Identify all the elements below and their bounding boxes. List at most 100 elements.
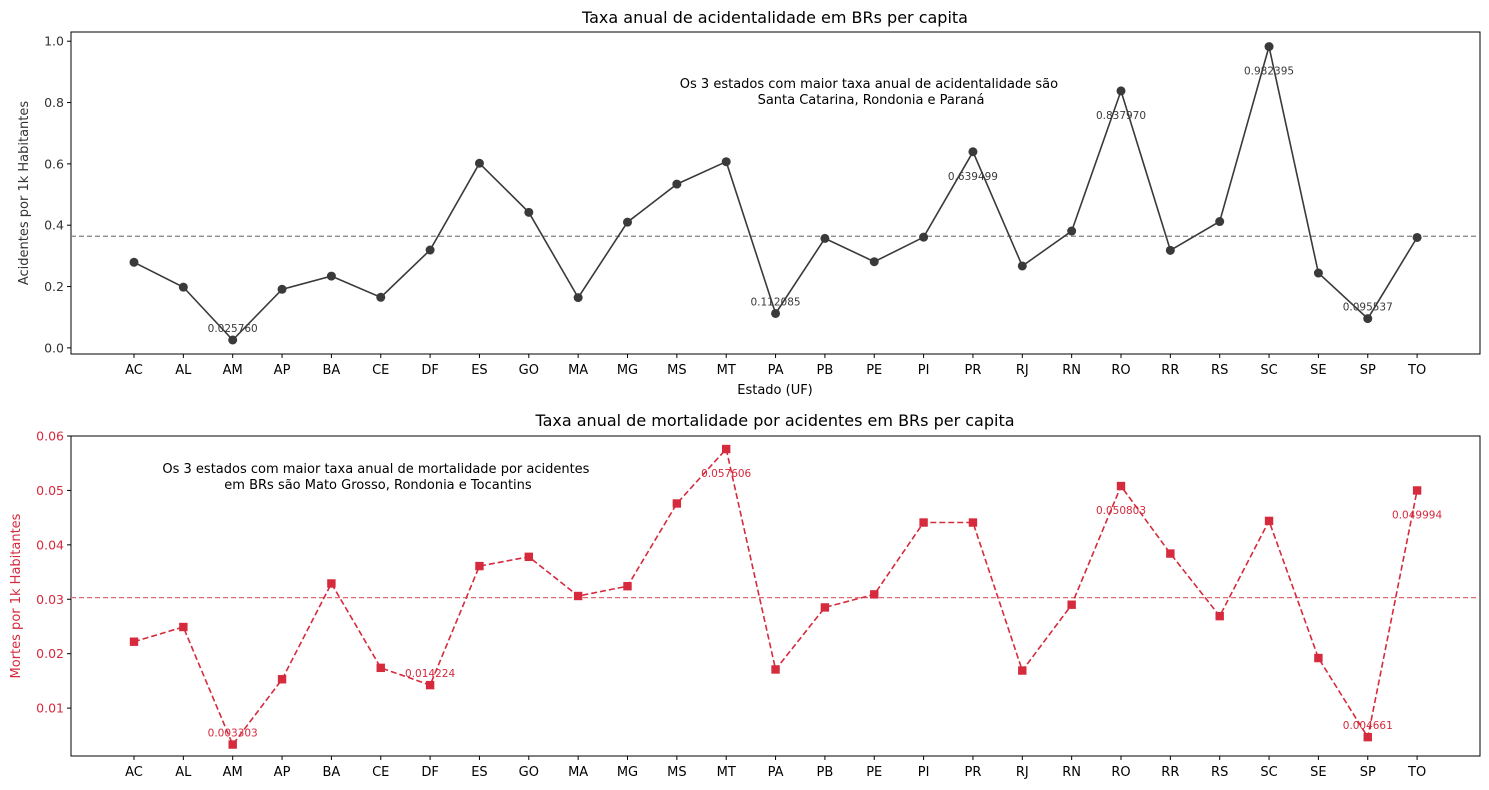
x-tick-label: PR [965, 765, 982, 780]
data-point [1264, 42, 1274, 52]
data-point [1067, 226, 1077, 236]
data-point [1018, 666, 1027, 675]
y-tick-label: 0.8 [44, 95, 64, 110]
y-axis: 0.0 0.2 0.4 0.6 0.8 1.0 [44, 34, 71, 355]
x-tick-label: MA [568, 363, 588, 378]
data-point [573, 293, 583, 303]
data-point [1363, 314, 1373, 324]
data-point [1116, 481, 1126, 491]
y-axis-label: Mortes por 1k Habitantes [9, 513, 24, 678]
y-tick-label: 1.0 [44, 34, 64, 49]
x-tick-label: TO [1407, 363, 1426, 378]
y-axis: 0.01 0.02 0.03 0.04 0.05 0.06 [36, 429, 71, 716]
data-point [475, 561, 484, 571]
series-line [133, 447, 1418, 747]
y-tick-label: 0.4 [44, 218, 64, 233]
x-tick-label: ES [471, 765, 487, 780]
x-tick-label: AP [274, 765, 291, 780]
point-label: 0.057606 [701, 468, 751, 480]
x-tick-label: AC [125, 363, 143, 378]
x-tick-label: RS [1211, 363, 1228, 378]
data-point [524, 207, 534, 217]
data-point [425, 680, 435, 690]
y-tick-label: 0.05 [36, 483, 64, 498]
data-point [376, 292, 386, 302]
x-tick-label: PI [918, 363, 930, 378]
data-point [376, 663, 385, 673]
point-label: 0.982395 [1244, 66, 1294, 78]
data-point [178, 282, 188, 292]
x-tick-label: RN [1062, 765, 1081, 780]
x-tick-label: SE [1310, 363, 1326, 378]
annotation-line-2: em BRs são Mato Grosso, Rondonia e Tocan… [224, 478, 532, 493]
y-tick-label: 0.2 [44, 279, 64, 294]
annotation: Os 3 estados com maior taxa anual de mor… [162, 462, 593, 493]
x-tick-label: PE [866, 363, 882, 378]
data-point [1017, 261, 1027, 271]
data-point [573, 591, 583, 601]
x-tick-label: DF [421, 363, 439, 378]
x-tick-label: MT [717, 363, 736, 378]
x-tick-label: AM [223, 363, 243, 378]
data-point [326, 271, 336, 281]
data-point [1166, 549, 1175, 558]
x-tick-label: PB [817, 765, 834, 780]
data-point [327, 579, 336, 588]
x-tick-label: TO [1407, 765, 1426, 780]
x-tick-label: RR [1161, 363, 1179, 378]
chart-title: Taxa anual de mortalidade por acidentes … [534, 411, 1014, 430]
data-point [228, 335, 238, 345]
x-tick-label: ES [471, 363, 487, 378]
series-markers [129, 42, 1422, 345]
data-point [1215, 611, 1224, 621]
data-point [721, 157, 731, 167]
x-axis-label: Estado (UF) [737, 383, 813, 398]
data-point [1116, 86, 1126, 96]
data-point [623, 217, 632, 227]
data-point [968, 147, 978, 157]
data-point [1314, 653, 1323, 663]
data-point [623, 582, 632, 591]
x-tick-label: PA [768, 765, 784, 780]
data-point [277, 675, 287, 684]
data-point [919, 518, 928, 527]
point-label: 0.095537 [1343, 302, 1393, 314]
x-tick-label: PE [866, 765, 882, 780]
data-point [1313, 268, 1323, 278]
data-point [870, 590, 879, 599]
point-labels: 0.025760 0.112085 0.095537 0.639499 0.837970… [208, 66, 1393, 335]
point-label: 0.837970 [1096, 110, 1146, 122]
x-tick-label: BA [322, 363, 340, 378]
y-tick-label: 0.04 [36, 537, 64, 552]
data-point [425, 245, 435, 255]
accident-rate-chart: Taxa anual de acidentalidade em BRs per … [17, 8, 1481, 398]
point-label: 0.112085 [750, 296, 800, 308]
x-tick-label: SP [1360, 363, 1376, 378]
data-point [771, 308, 781, 318]
x-tick-label: PR [965, 363, 982, 378]
x-tick-label: PI [918, 765, 930, 780]
data-point [228, 740, 237, 749]
mortality-rate-chart: Taxa anual de mortalidade por acidentes … [9, 411, 1481, 780]
x-tick-label: AL [175, 363, 192, 378]
series-markers [129, 444, 1422, 749]
data-point [820, 603, 830, 612]
x-axis: AC AL AM AP BA CE DF ES GO MA MG MS MT PA PB PE PI PR RJ RN… [125, 756, 1426, 780]
data-point [1067, 600, 1076, 609]
data-point [968, 518, 978, 527]
data-point [1363, 732, 1372, 742]
data-point [820, 233, 830, 243]
point-label: 0.050803 [1096, 505, 1146, 517]
x-tick-label: AM [223, 765, 243, 780]
x-tick-label: CE [372, 363, 389, 378]
data-point [1165, 245, 1175, 255]
x-tick-label: MS [667, 363, 686, 378]
x-tick-label: AP [274, 363, 291, 378]
data-point [524, 552, 533, 562]
data-point [1264, 516, 1274, 526]
data-point [179, 622, 188, 632]
x-tick-label: PA [768, 363, 784, 378]
point-labels: 0.003303 0.014224 0.004661 0.057606 0.050803… [208, 468, 1443, 740]
x-tick-label: SP [1360, 765, 1376, 780]
